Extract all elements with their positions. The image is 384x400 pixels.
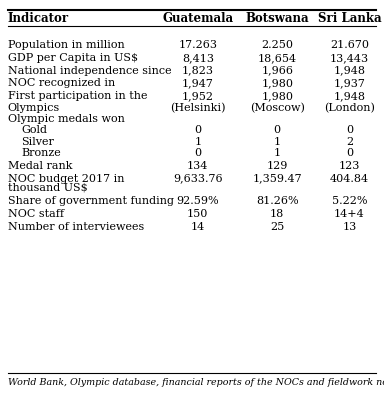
Text: (London): (London) [324, 103, 375, 113]
Text: 1,952: 1,952 [182, 91, 214, 101]
Text: Olympic medals won: Olympic medals won [8, 114, 124, 124]
Text: 8,413: 8,413 [182, 53, 214, 63]
Text: NOC budget 2017 in: NOC budget 2017 in [8, 174, 124, 184]
Text: Number of interviewees: Number of interviewees [8, 222, 144, 232]
Text: 18,654: 18,654 [258, 53, 297, 63]
Text: 1,359.47: 1,359.47 [252, 174, 302, 184]
Text: 14+4: 14+4 [334, 209, 365, 219]
Text: 123: 123 [339, 161, 360, 171]
Text: 1: 1 [274, 137, 281, 147]
Text: Bronze: Bronze [21, 148, 61, 158]
Text: Botswana: Botswana [245, 12, 309, 25]
Text: 13,443: 13,443 [330, 53, 369, 63]
Text: 9,633.76: 9,633.76 [173, 174, 223, 184]
Text: 18: 18 [270, 209, 285, 219]
Text: 1,937: 1,937 [333, 78, 366, 88]
Text: 2: 2 [346, 137, 353, 147]
Text: 0: 0 [346, 148, 353, 158]
Text: 1: 1 [194, 137, 201, 147]
Text: Population in million: Population in million [8, 40, 124, 50]
Text: 81.26%: 81.26% [256, 196, 299, 206]
Text: 1,966: 1,966 [261, 66, 293, 76]
Text: NOC recognized in: NOC recognized in [8, 78, 115, 88]
Text: 150: 150 [187, 209, 209, 219]
Text: Olympics: Olympics [8, 103, 60, 113]
Text: 14: 14 [190, 222, 205, 232]
Text: 404.84: 404.84 [330, 174, 369, 184]
Text: GDP per Capita in US$: GDP per Capita in US$ [8, 53, 138, 63]
Text: First participation in the: First participation in the [8, 91, 147, 101]
Text: 1,980: 1,980 [261, 91, 293, 101]
Text: 1: 1 [274, 148, 281, 158]
Text: Sri Lanka: Sri Lanka [318, 12, 381, 25]
Text: (Moscow): (Moscow) [250, 103, 305, 113]
Text: (Helsinki): (Helsinki) [170, 103, 225, 113]
Text: 1,823: 1,823 [182, 66, 214, 76]
Text: 17.263: 17.263 [178, 40, 217, 50]
Text: thousand US$: thousand US$ [8, 183, 88, 193]
Text: 134: 134 [187, 161, 209, 171]
Text: 1,980: 1,980 [261, 78, 293, 88]
Text: Share of government funding: Share of government funding [8, 196, 174, 206]
Text: Indicator: Indicator [8, 12, 69, 25]
Text: National independence since: National independence since [8, 66, 171, 76]
Text: 92.59%: 92.59% [176, 196, 219, 206]
Text: 0: 0 [346, 125, 353, 135]
Text: 1,947: 1,947 [182, 78, 214, 88]
Text: 5.22%: 5.22% [332, 196, 367, 206]
Text: World Bank, Olympic database, financial reports of the NOCs and fieldwork notes.: World Bank, Olympic database, financial … [8, 378, 384, 387]
Text: Medal rank: Medal rank [8, 161, 72, 171]
Text: 13: 13 [342, 222, 357, 232]
Text: 129: 129 [266, 161, 288, 171]
Text: 21.670: 21.670 [330, 40, 369, 50]
Text: 1,948: 1,948 [333, 66, 366, 76]
Text: 0: 0 [194, 125, 201, 135]
Text: 2.250: 2.250 [261, 40, 293, 50]
Text: NOC staff: NOC staff [8, 209, 64, 219]
Text: Silver: Silver [21, 137, 54, 147]
Text: Gold: Gold [21, 125, 47, 135]
Text: Guatemala: Guatemala [162, 12, 233, 25]
Text: 25: 25 [270, 222, 285, 232]
Text: 0: 0 [194, 148, 201, 158]
Text: 0: 0 [274, 125, 281, 135]
Text: 1,948: 1,948 [333, 91, 366, 101]
